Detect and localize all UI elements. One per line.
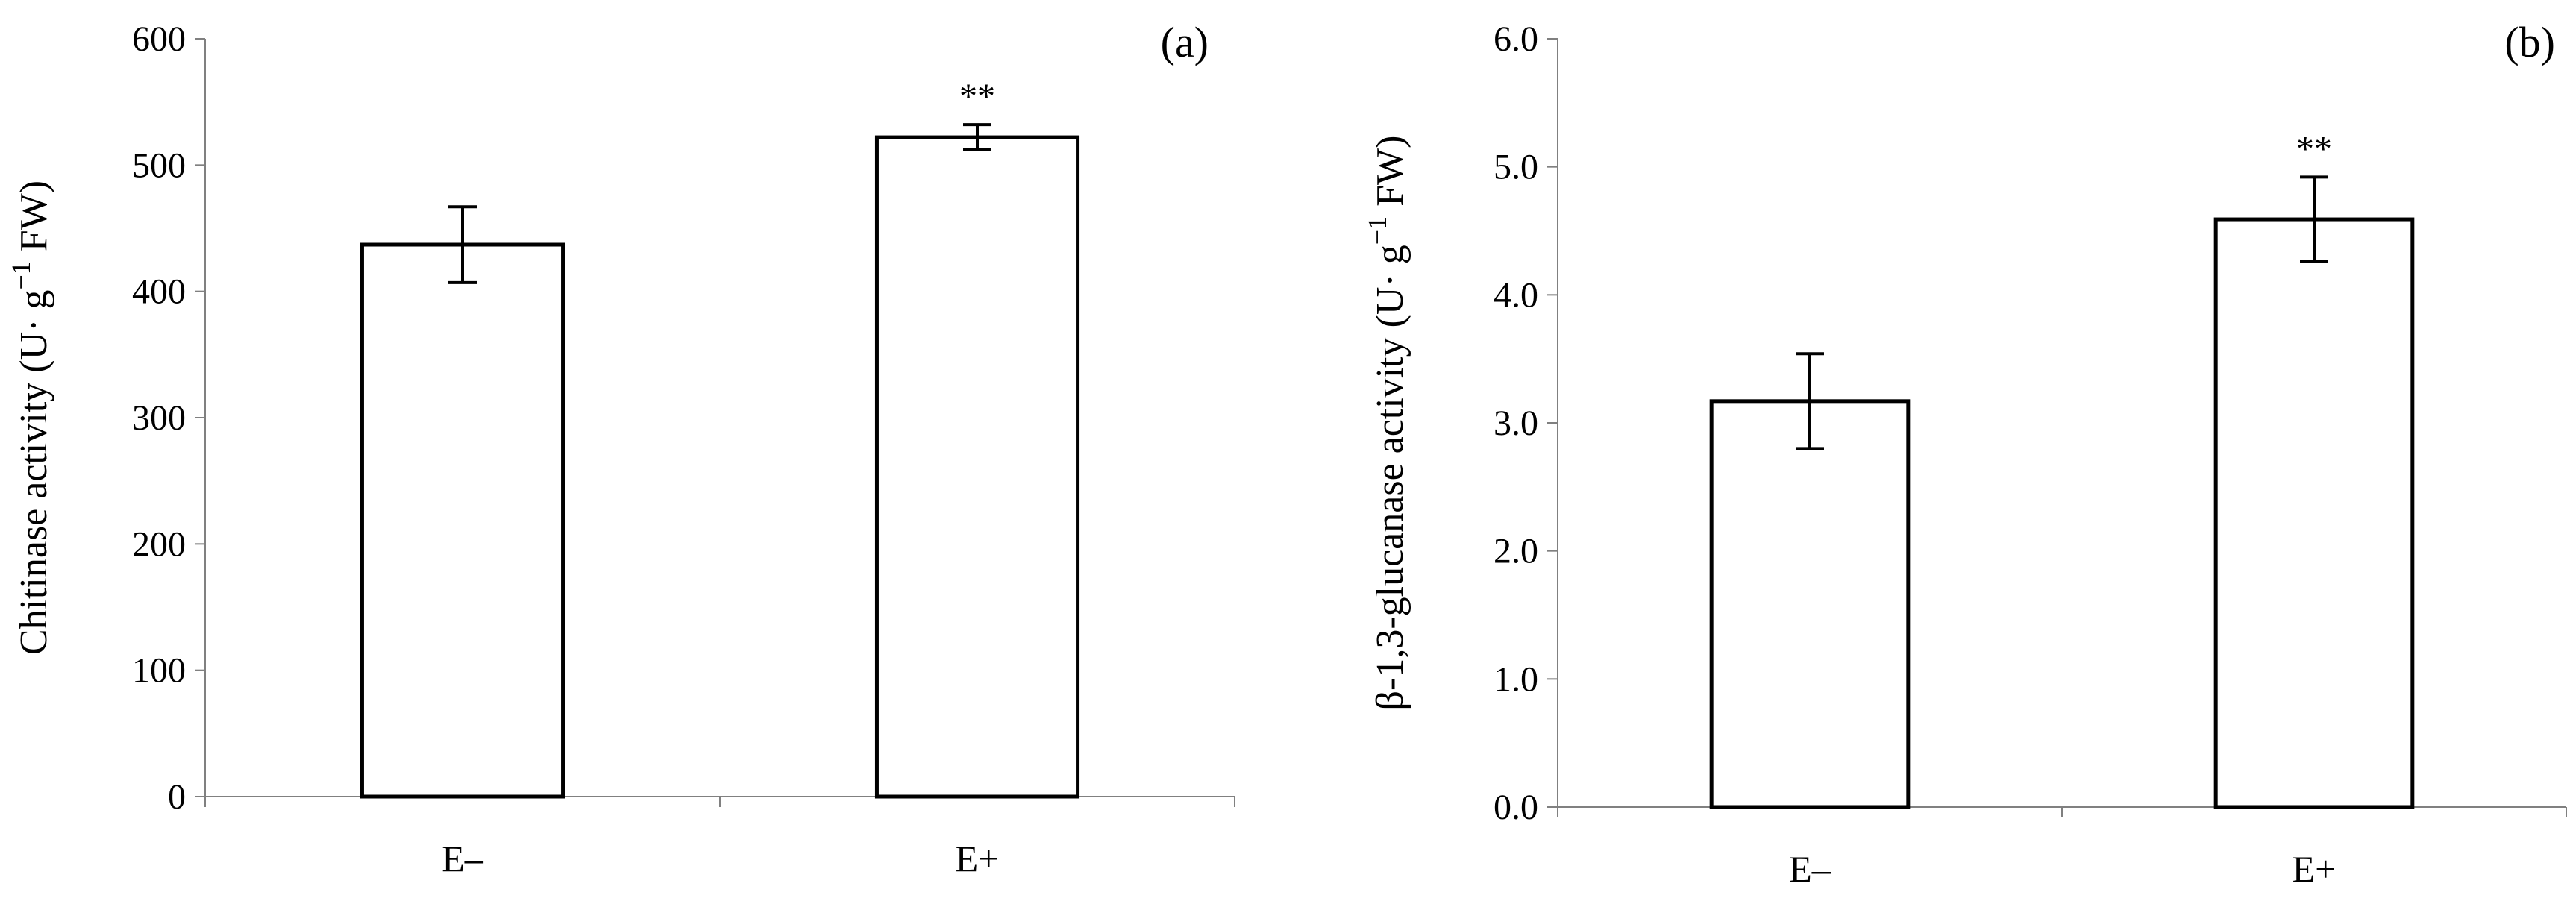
category-label: E– [442, 838, 484, 879]
y-tick-label: 6.0 [1494, 19, 1538, 59]
y-tick-label: 5.0 [1494, 148, 1538, 187]
bar [2213, 217, 2415, 809]
y-axis-label: Chitinase activity (U· g−1 FW) [6, 180, 55, 655]
y-axis-label-superscript: −1 [6, 261, 36, 289]
y-tick-label: 500 [132, 145, 186, 185]
chart-panel-a: 0 100 200 300 400 500 600 E– ** E+ (a) Chitinase ac… [6, 18, 1235, 879]
y-tick-label: 300 [132, 398, 186, 438]
category-label: E+ [2293, 848, 2337, 890]
bar [360, 242, 565, 799]
significance-label: ** [2296, 129, 2332, 169]
y-tick-label: 0.0 [1494, 788, 1538, 827]
y-tick-label: 1.0 [1494, 659, 1538, 699]
y-tick-label: 0 [168, 777, 186, 817]
error-bar [963, 123, 991, 152]
bar [874, 135, 1080, 799]
error-bar [1796, 352, 1824, 450]
y-axis-label-unit: FW) [13, 180, 55, 261]
y-tick-label: 2.0 [1494, 532, 1538, 571]
panel-label: (b) [2504, 18, 2555, 66]
error-bar [2300, 175, 2328, 263]
y-tick-label: 4.0 [1494, 275, 1538, 315]
panel-label: (a) [1161, 18, 1209, 66]
y-axis-label: β-1,3-glucanase activity (U· g−1 FW) [1362, 136, 1411, 711]
significance-label: ** [959, 77, 995, 116]
y-tick-label: 400 [132, 272, 186, 312]
y-axis-label-main: β-1,3-glucanase activity (U· g [1369, 245, 1411, 710]
y-tick-label: 600 [132, 19, 186, 59]
y-axis-label-unit: FW) [1369, 136, 1411, 216]
category-label: E– [1789, 848, 1831, 890]
y-tick-label: 100 [132, 651, 186, 691]
error-bar [448, 205, 477, 284]
category-label: E+ [956, 838, 1000, 879]
y-tick-label: 3.0 [1494, 404, 1538, 443]
y-axis-label-superscript: −1 [1362, 216, 1392, 245]
chart-panel-b: 0.0 1.0 2.0 3.0 4.0 5.0 6.0 E– ** E+ (b) β-1,3-gluc… [1362, 18, 2567, 890]
y-axis-label-main: Chitinase activity (U· g [13, 290, 55, 656]
bar [1709, 399, 1911, 809]
y-tick-label: 200 [132, 524, 186, 564]
